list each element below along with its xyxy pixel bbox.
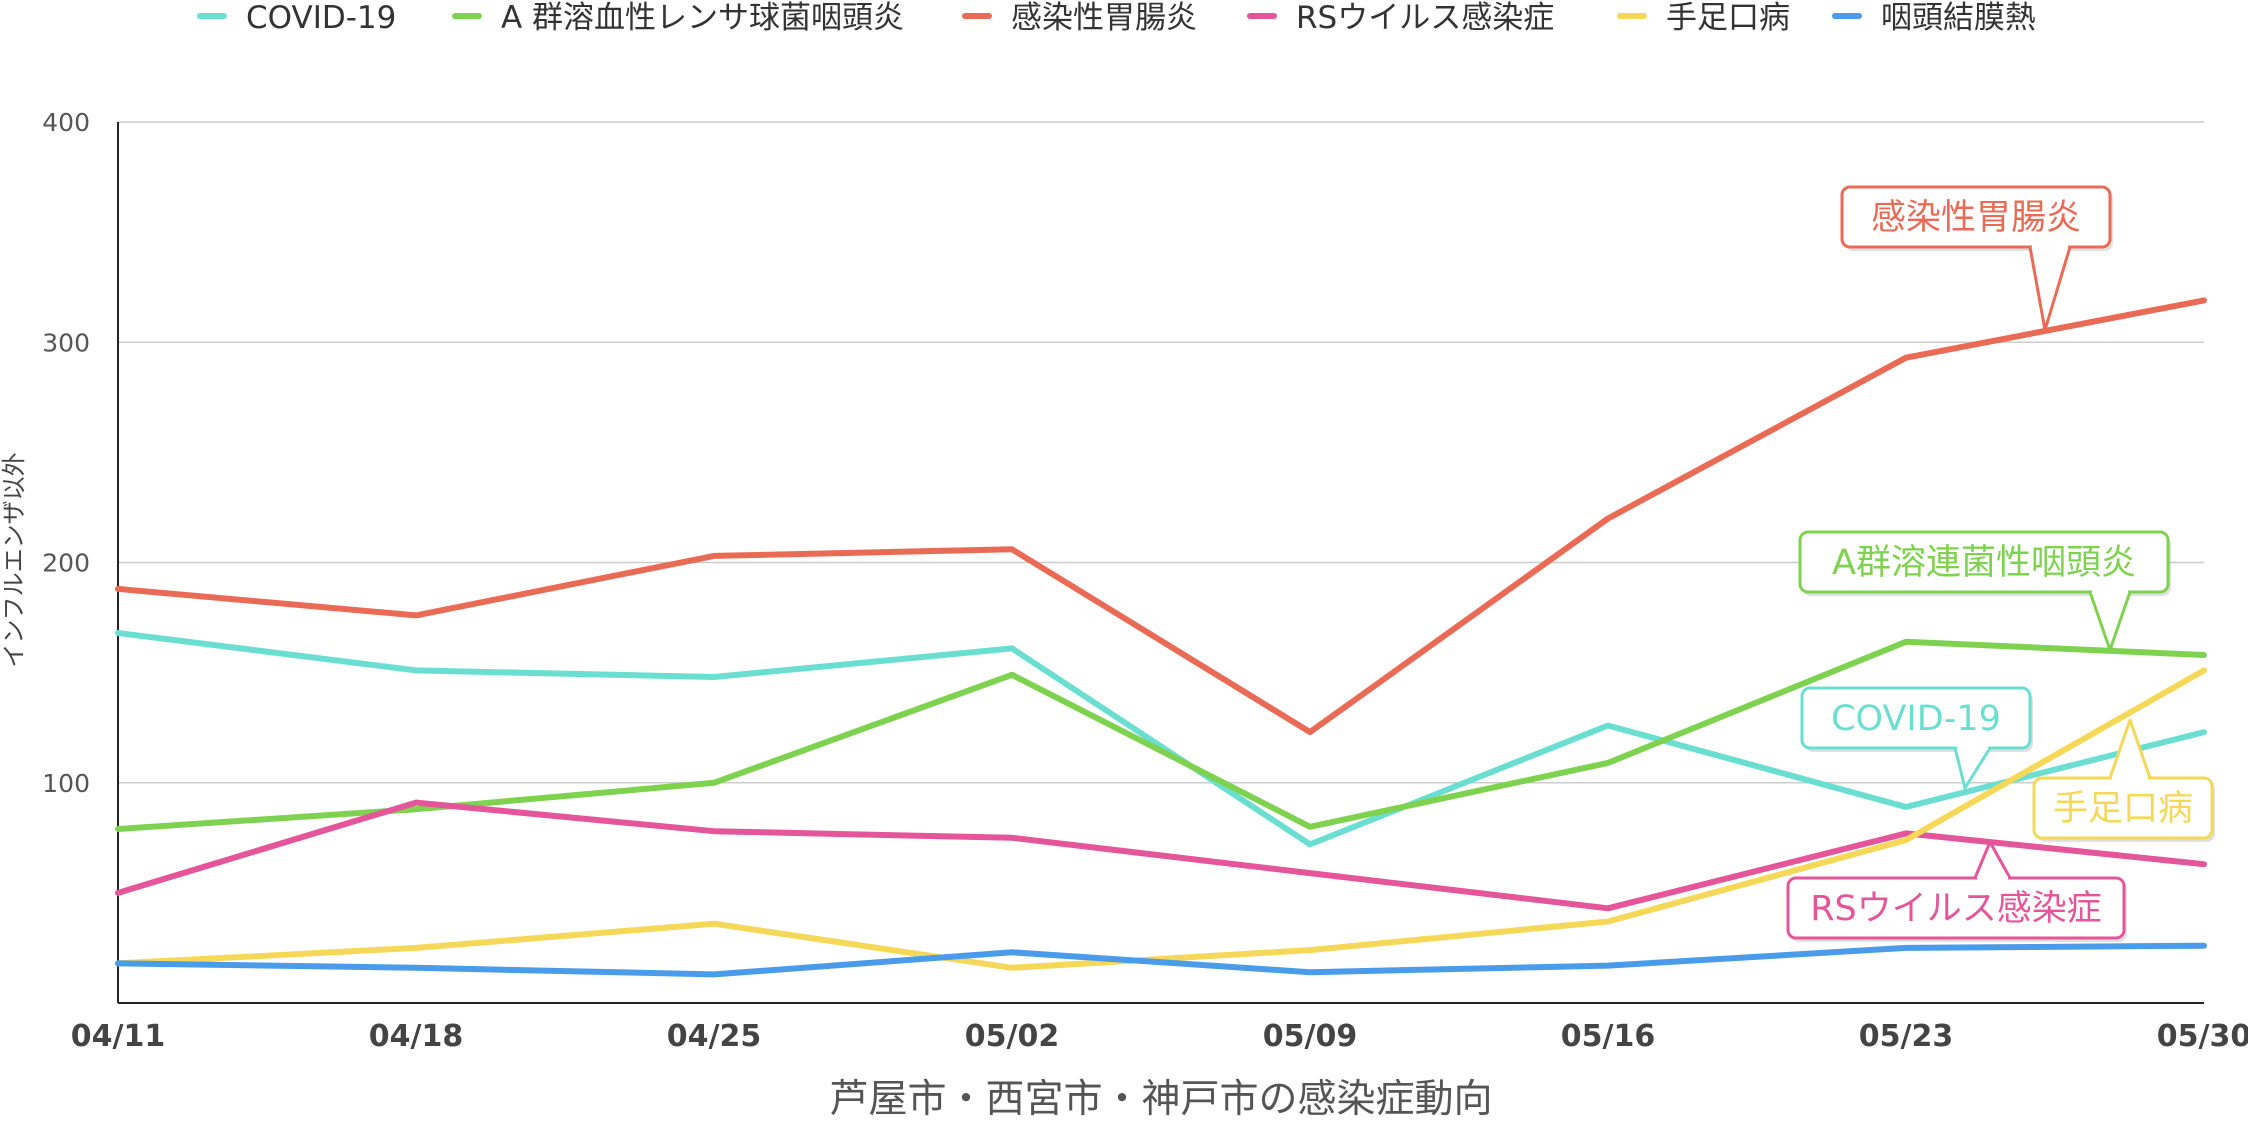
series-line-0 [115,630,2207,848]
x-tick-label: 05/09 [1263,1019,1357,1054]
series-line-4 [115,667,2207,971]
callout-label: 感染性胃腸炎 [1871,198,2081,238]
axes [117,122,2204,1004]
callout-box [1798,530,2170,594]
x-tick-label: 04/11 [71,1019,165,1054]
callout-1: A群溶連菌性咽頭炎 [1798,530,2171,652]
callout-3: 手足口病 [2032,718,2215,842]
legend-label-4: 手足口病 [1666,0,1790,36]
x-tick-label: 05/30 [2157,1019,2248,1054]
y-tick-label: 200 [42,549,90,578]
x-tick-label: 05/02 [965,1019,1059,1054]
series-line-5 [115,942,2207,978]
callout-pointer [2108,718,2152,779]
x-tick-label: 04/25 [667,1019,761,1054]
callout-label: 手足口病 [2053,789,2193,829]
callout-box [1800,686,2032,750]
callout-pointer [1953,747,1992,790]
legend-label-1: A 群溶血性レンサ球菌咽頭炎 [501,0,904,36]
callout-label: A群溶連菌性咽頭炎 [1832,543,2136,583]
y-tick-label: 100 [42,769,90,798]
legend-label-0: COVID-19 [246,0,396,36]
x-tick-label: 04/18 [369,1019,463,1054]
y-tick-label: 400 [42,108,90,137]
x-axis-ticks: 04/11 04/18 04/25 05/02 05/09 05/16 05/23 05/30 [71,1019,2248,1054]
callout-box [1840,185,2112,249]
x-tick-label: 05/16 [1561,1019,1655,1054]
series-lines [115,297,2207,978]
legend-label-2: 感染性胃腸炎 [1011,0,1197,36]
legend-label-5: 咽頭結膜熱 [1881,0,2036,36]
legend: COVID-19 A 群溶血性レンサ球菌咽頭炎 感染性胃腸炎 RSウイルス感染症 手足口… [197,0,2036,36]
series-line-2 [115,297,2207,736]
callout-4: RSウイルス感染症 [1786,840,2127,942]
callout-label: COVID-19 [1831,699,2001,739]
callout-box [1786,876,2126,940]
y-axis-ticks: 100 200 300 400 [42,108,90,798]
callout-2: COVID-19 [1800,686,2033,790]
y-tick-label: 300 [42,328,90,357]
callout-label: RSウイルス感染症 [1810,889,2102,929]
legend-label-3: RSウイルス感染症 [1296,0,1554,36]
series-line-3 [115,799,2207,912]
x-axis-title: 芦屋市・西宮市・神戸市の感染症動向 [829,1077,1492,1122]
callout-pointer [1973,840,2012,879]
y-axis-title: インフルエンザ以外 [0,452,28,667]
callout-0: 感染性胃腸炎 [1840,185,2113,332]
callout-pointer [2088,591,2132,652]
callout-pointer [2028,246,2072,332]
x-tick-label: 05/23 [1859,1019,1953,1054]
callouts: 感染性胃腸炎 A群溶連菌性咽頭炎 COVID-19 手足口病 RSウイルス感染症 [1786,185,2215,942]
